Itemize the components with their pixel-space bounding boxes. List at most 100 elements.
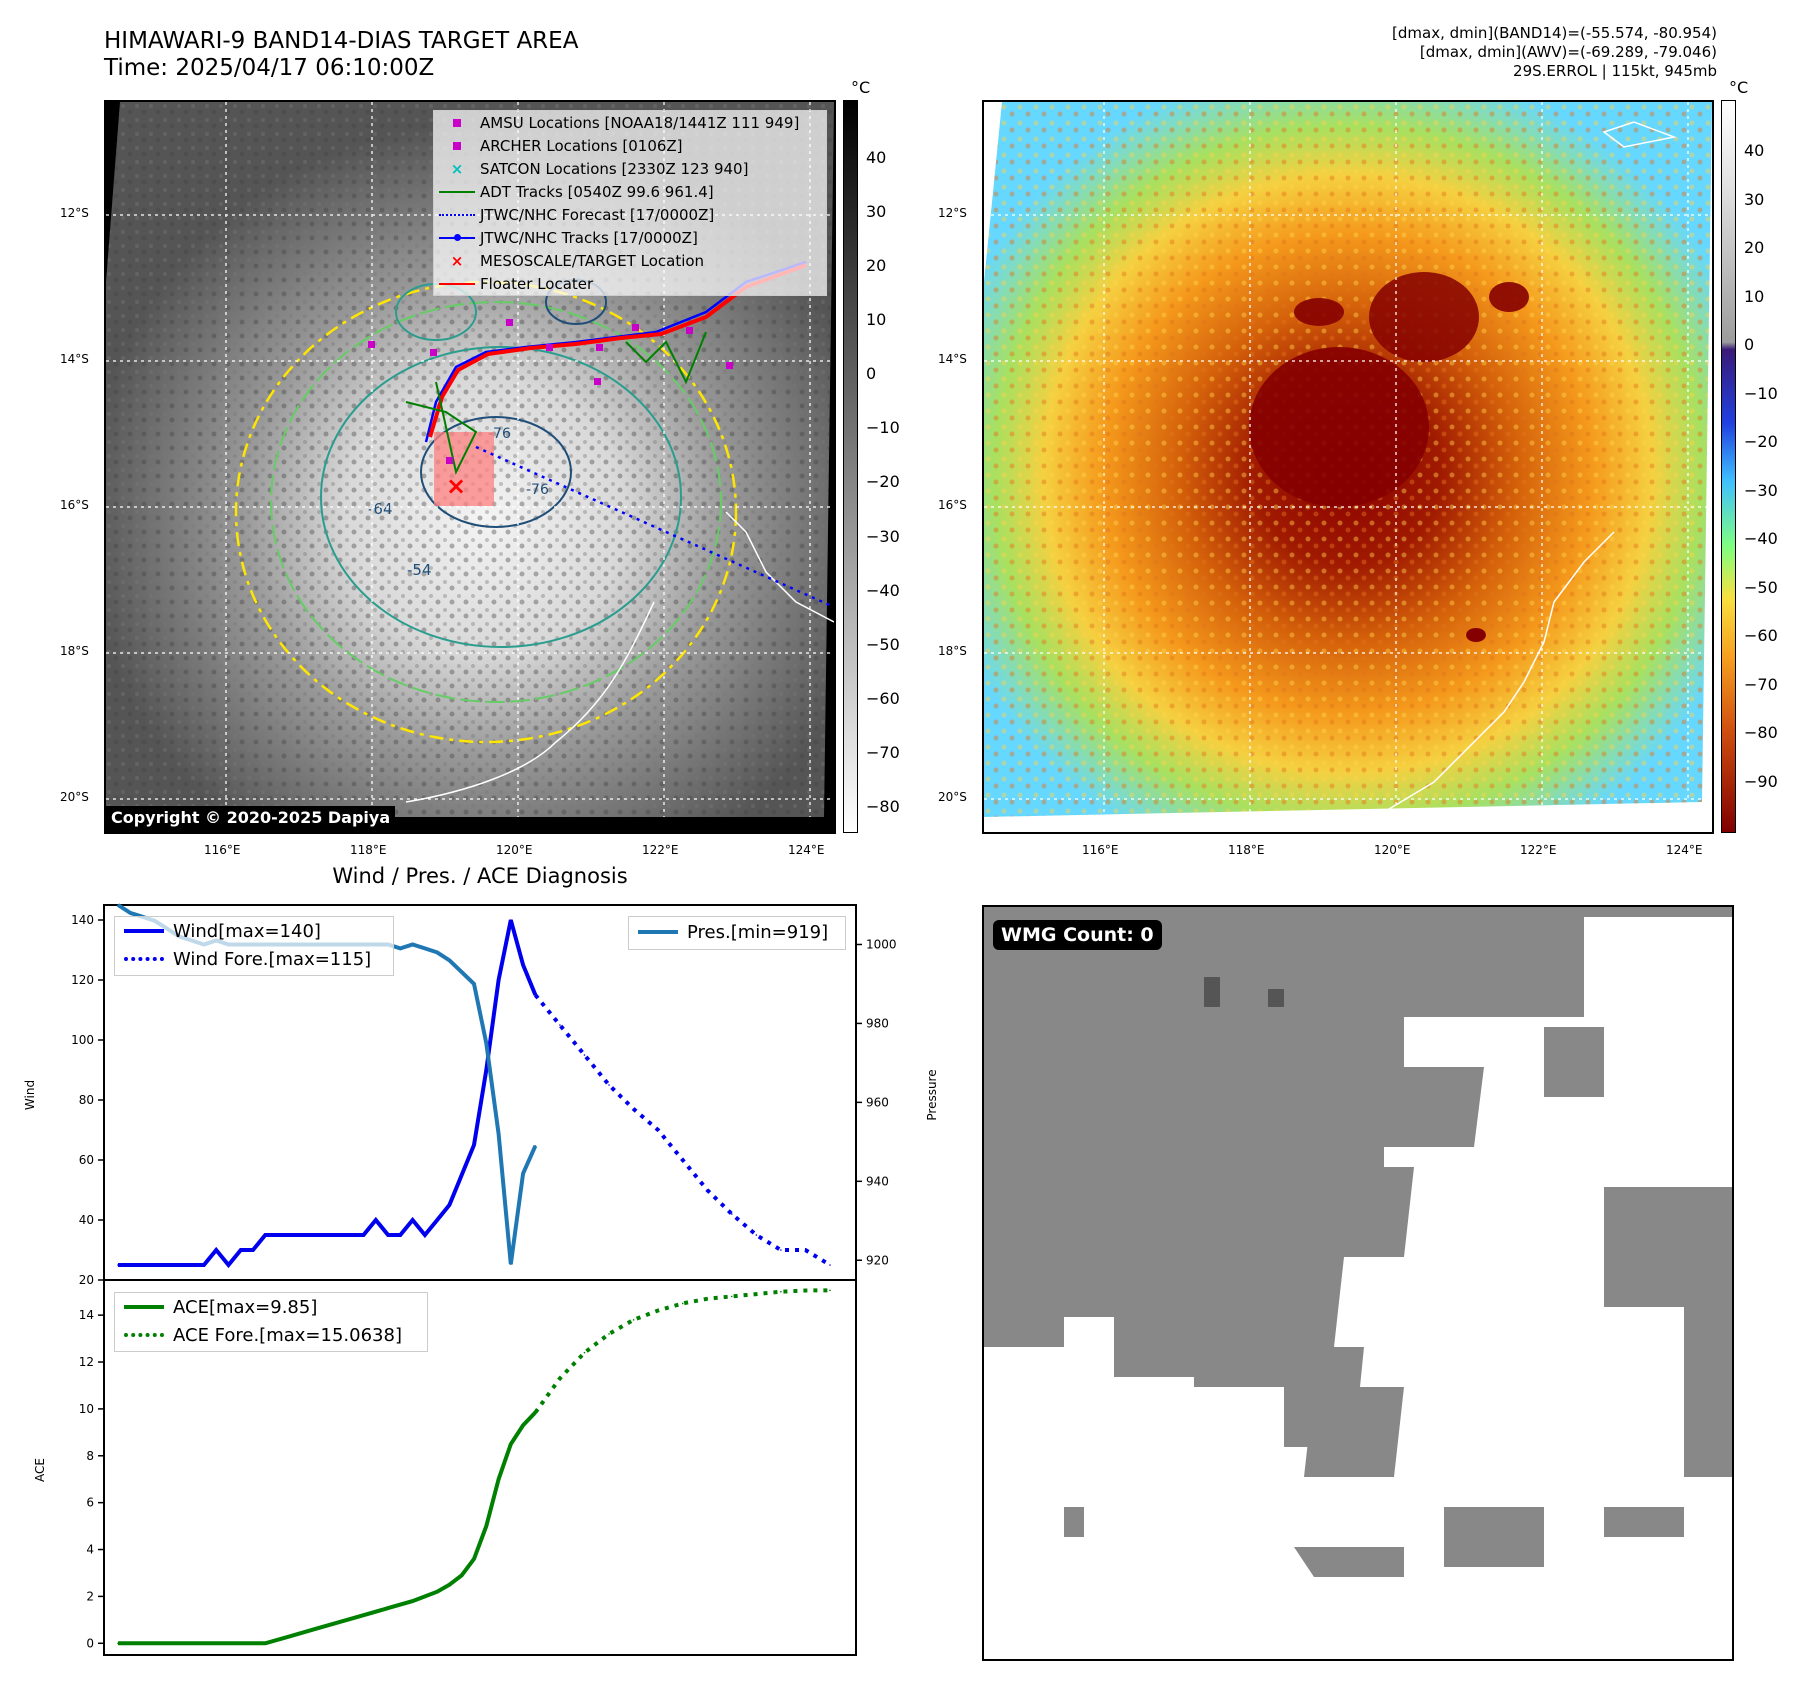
wind-line-point [497,979,500,981]
ace-line-point [497,1478,500,1481]
pressure-y-axis: 920 940 960 980 1000 [856,937,897,1267]
ace-y-axis: 0 2 4 6 8 10 12 14 [79,1308,104,1650]
wind-line-point [522,964,524,966]
ace-forecast-line-point [706,1297,709,1300]
lon-label: 124°E [788,843,825,857]
pressure-axis-label: Pressure [925,1069,939,1120]
copyright-label: Copyright © 2020-2025 Dapiya [106,806,396,829]
pressure-line-point [129,912,132,914]
ace-forecast-line-point [755,1293,758,1295]
legend-item-satcon: × SATCON Locations [2330Z 123 940] [450,159,749,178]
ace-line-point [289,1635,291,1638]
contour-label-4: -76 [526,482,549,498]
coastline [1383,531,1615,813]
ace-line-point [264,1642,267,1645]
lon-label: 124°E [1666,843,1703,857]
contour-label-2: -54 [407,561,432,579]
wind-line-point [313,1234,316,1236]
wind-line-point [374,1219,377,1221]
ace-line-point [190,1642,193,1645]
wind-line-point [215,1249,218,1251]
wind-forecast-line [533,993,832,1267]
lon-label: 118°E [1228,843,1265,857]
pressure-legend: Pres.[min=919] [628,916,846,950]
awv-stats: [dmax, dmin](AWV)=(-69.289, -79.046) [1419,43,1717,61]
awv-map-panel [982,100,1714,834]
wmg-count-badge: WMG Count: 0 [993,920,1162,950]
wind-line-point [117,1264,119,1266]
legend-item-ace: ACE[max=9.85] [115,1293,427,1321]
ace-line-point [448,1583,451,1586]
wind-forecast-line-point [804,1249,807,1251]
wind-line-point [338,1234,340,1236]
wind-line-point [227,1264,230,1266]
lat-label: 12°S [938,206,967,220]
legend-item-ace-forecast: ACE Fore.[max=15.0638] [115,1321,427,1349]
wmg-region [984,907,1732,1577]
legend-item-archer: ARCHER Locations [0106Z] [434,134,826,157]
pressure-line-point [411,943,414,946]
wmg-panel [982,905,1734,1661]
contour-navy [420,416,572,528]
wind-line-point [154,1264,156,1266]
wind-line-point [424,1234,426,1236]
legend-item-adt: ADT Tracks [0540Z 99.6 961.4] [434,180,826,203]
ace-line-point [473,1558,475,1560]
wind-forecast-line-point [559,1024,561,1026]
ace-forecast-line-point [829,1289,831,1292]
legend-item-floater: Floater Locater [434,272,826,295]
lon-label: 118°E [350,843,387,857]
pressure-tick-label: 940 [866,1174,889,1188]
wind-line-point [448,1204,451,1206]
ace-line-point [215,1642,218,1645]
amsu-points [368,319,733,464]
contour-teal [320,346,682,648]
wmg-mask [984,907,1732,1577]
pressure-tick-label: 920 [866,1253,889,1267]
floater-track [428,263,807,438]
ace-tick-label: 2 [86,1589,94,1603]
wind-forecast-line-point [730,1213,733,1215]
wind-line-point [252,1249,254,1251]
lon-label: 120°E [496,843,533,857]
ace-plot-frame [103,1279,857,1656]
pressure-line-point [510,1263,512,1266]
wind-tick-label: 20 [79,1273,94,1287]
ace-line-point [436,1590,438,1593]
lat-label: 14°S [60,352,89,366]
ace-line [118,1411,537,1646]
ace-tick-label: 4 [86,1543,94,1557]
ace-forecast-line-point [681,1302,684,1305]
wind-line-point [129,1264,132,1266]
pressure-tick-label: 960 [866,1095,889,1109]
wind-line-point [203,1264,205,1266]
ace-forecast-line-point [608,1333,610,1335]
lat-label: 16°S [60,498,89,512]
chart-title: HIMAWARI-9 BAND14-DIAS TARGET AREA Time:… [104,28,578,82]
wind-line-point [411,1219,414,1221]
legend-item-target: × MESOSCALE/TARGET Location [450,251,705,270]
ace-forecast-line-point [583,1351,586,1354]
ace-forecast-line-point [730,1295,733,1298]
lon-label: 116°E [1082,843,1119,857]
wind-forecast-line-point [780,1249,782,1251]
ace-forecast-line-point [534,1411,537,1414]
lon-label: 122°E [642,843,679,857]
ace-line-point [338,1621,340,1623]
ace-tick-label: 6 [86,1496,94,1510]
lat-label: 18°S [60,644,89,658]
title-line-1: HIMAWARI-9 BAND14-DIAS TARGET AREA [104,28,579,54]
wind-tick-label: 140 [71,913,94,927]
wind-line-point [239,1249,242,1251]
wind-tick-label: 40 [79,1213,94,1227]
band14-stats: [dmax, dmin](BAND14)=(-55.574, -80.954) [1392,24,1717,42]
ace-line-point [522,1424,524,1427]
wind-y-axis: 20 40 60 80 100 120 140 [71,913,104,1287]
wind-forecast-line-point [583,1054,586,1056]
awv-map [984,102,1712,817]
graticule [984,102,1712,817]
pressure-tick-label: 1000 [866,937,897,951]
ace-line-point [141,1642,144,1645]
ace-line-point [387,1607,389,1609]
pressure-line-point [473,983,475,985]
